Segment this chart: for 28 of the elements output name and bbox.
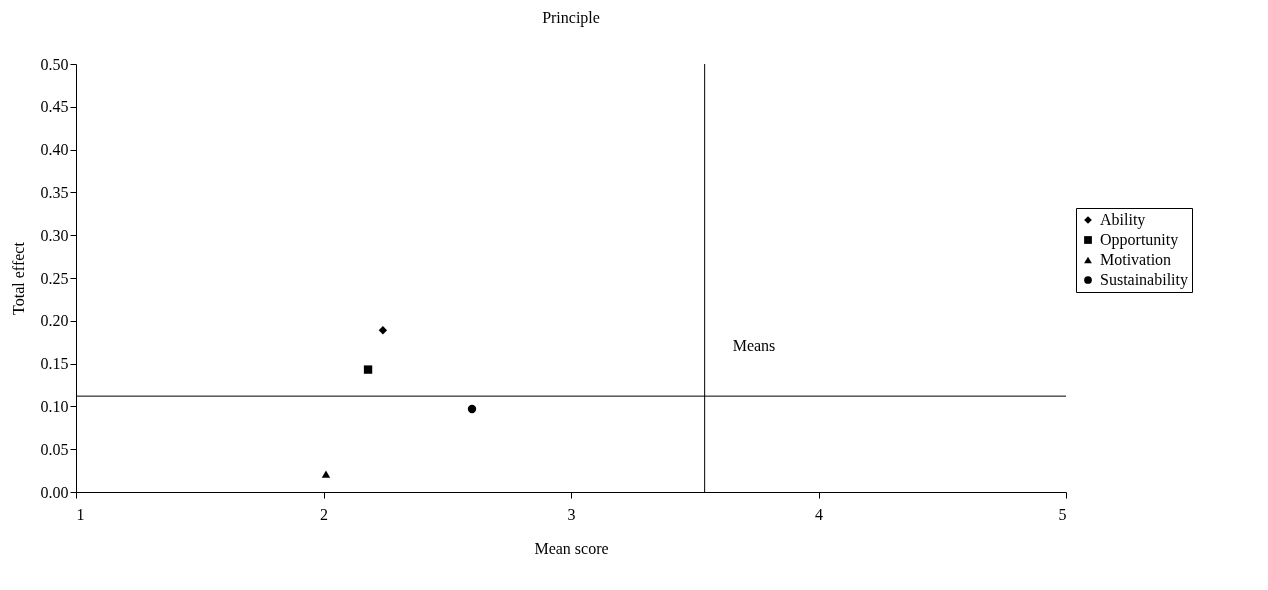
y-tick-label: 0.30 — [40, 226, 69, 244]
legend-label: Sustainability — [1100, 271, 1188, 289]
point — [321, 470, 331, 478]
ref-line-label: Means — [732, 337, 776, 355]
chart-title: Principle — [542, 9, 600, 27]
x-tick-label: 1 — [76, 505, 85, 523]
x-tick-label: 5 — [1058, 505, 1067, 523]
y-tick-label: 0.50 — [40, 55, 69, 73]
point — [378, 326, 388, 335]
point — [363, 365, 373, 374]
y-axis-title: Total effect — [9, 241, 27, 315]
y-tick-label: 0.40 — [40, 141, 69, 159]
y-tick-label: 0.25 — [40, 269, 69, 287]
x-tick-label: 4 — [815, 505, 823, 523]
x-tick-label: 3 — [567, 505, 576, 523]
y-tick-label: 0.15 — [40, 355, 69, 373]
x-axis-title: Mean score — [534, 539, 609, 557]
legend-label: Opportunity — [1100, 231, 1179, 249]
y-tick-label: 0.10 — [40, 397, 69, 415]
y-tick-label: 0.35 — [40, 183, 69, 201]
y-tick-label: 0.00 — [40, 483, 69, 501]
y-tick-label: 0.45 — [40, 98, 69, 116]
point — [467, 404, 477, 414]
y-tick-label: 0.05 — [40, 440, 69, 458]
x-tick-label: 2 — [320, 505, 328, 523]
legend-label: Ability — [1100, 211, 1146, 229]
y-tick-label: 0.20 — [40, 312, 69, 330]
legend-label: Motivation — [1100, 251, 1172, 268]
